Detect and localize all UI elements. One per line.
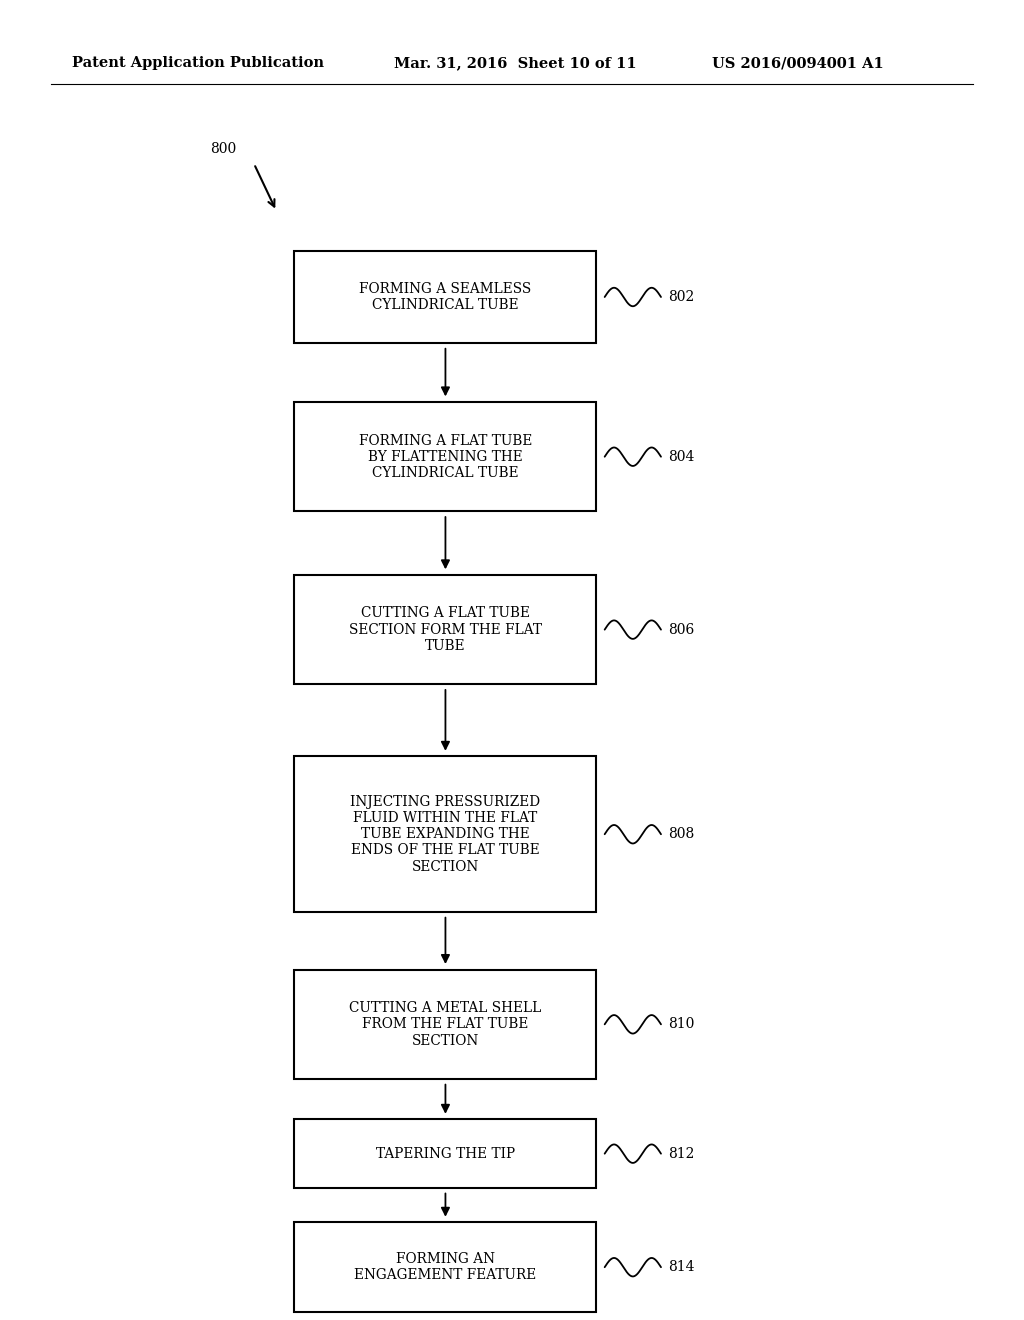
FancyBboxPatch shape <box>295 576 596 684</box>
Text: 806: 806 <box>669 623 694 636</box>
Text: Mar. 31, 2016  Sheet 10 of 11: Mar. 31, 2016 Sheet 10 of 11 <box>394 57 637 70</box>
Text: 808: 808 <box>669 828 694 841</box>
FancyBboxPatch shape <box>295 251 596 343</box>
Text: FORMING AN
ENGAGEMENT FEATURE: FORMING AN ENGAGEMENT FEATURE <box>354 1253 537 1282</box>
FancyBboxPatch shape <box>295 969 596 1080</box>
Text: TAPERING THE TIP: TAPERING THE TIP <box>376 1147 515 1160</box>
FancyBboxPatch shape <box>295 1222 596 1312</box>
Text: FORMING A SEAMLESS
CYLINDRICAL TUBE: FORMING A SEAMLESS CYLINDRICAL TUBE <box>359 282 531 312</box>
Text: 800: 800 <box>210 141 237 156</box>
Text: 810: 810 <box>669 1018 694 1031</box>
FancyBboxPatch shape <box>295 756 596 912</box>
Text: 814: 814 <box>669 1261 694 1274</box>
Text: 812: 812 <box>669 1147 694 1160</box>
Text: 804: 804 <box>669 450 694 463</box>
Text: INJECTING PRESSURIZED
FLUID WITHIN THE FLAT
TUBE EXPANDING THE
ENDS OF THE FLAT : INJECTING PRESSURIZED FLUID WITHIN THE F… <box>350 795 541 874</box>
FancyBboxPatch shape <box>295 401 596 511</box>
Text: US 2016/0094001 A1: US 2016/0094001 A1 <box>712 57 884 70</box>
Text: FORMING A FLAT TUBE
BY FLATTENING THE
CYLINDRICAL TUBE: FORMING A FLAT TUBE BY FLATTENING THE CY… <box>358 433 532 480</box>
Text: 802: 802 <box>669 290 694 304</box>
Text: Patent Application Publication: Patent Application Publication <box>72 57 324 70</box>
FancyBboxPatch shape <box>295 1119 596 1188</box>
Text: CUTTING A FLAT TUBE
SECTION FORM THE FLAT
TUBE: CUTTING A FLAT TUBE SECTION FORM THE FLA… <box>349 606 542 653</box>
Text: CUTTING A METAL SHELL
FROM THE FLAT TUBE
SECTION: CUTTING A METAL SHELL FROM THE FLAT TUBE… <box>349 1001 542 1048</box>
